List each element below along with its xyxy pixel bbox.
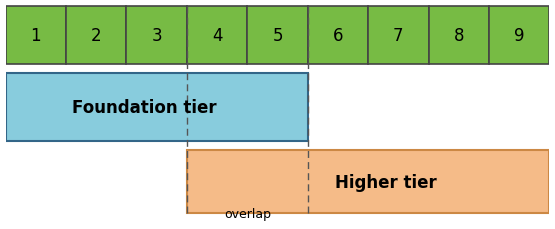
- Text: overlap: overlap: [224, 207, 271, 220]
- Text: 3: 3: [152, 27, 162, 45]
- Bar: [6, 7, 66, 65]
- Text: Higher tier: Higher tier: [335, 173, 437, 191]
- Text: 9: 9: [514, 27, 524, 45]
- Text: 2: 2: [91, 27, 102, 45]
- Bar: [127, 7, 187, 65]
- Bar: [248, 7, 307, 65]
- Bar: [489, 7, 549, 65]
- Text: 8: 8: [453, 27, 464, 45]
- Bar: [187, 7, 248, 65]
- Text: Foundation tier: Foundation tier: [72, 99, 217, 117]
- Bar: [6, 74, 307, 142]
- Bar: [428, 7, 489, 65]
- Bar: [307, 7, 368, 65]
- Bar: [66, 7, 127, 65]
- Bar: [368, 7, 428, 65]
- Text: 1: 1: [31, 27, 41, 45]
- Text: 4: 4: [212, 27, 223, 45]
- Text: 7: 7: [393, 27, 403, 45]
- Text: 5: 5: [273, 27, 282, 45]
- Text: 6: 6: [332, 27, 343, 45]
- Bar: [187, 150, 549, 213]
